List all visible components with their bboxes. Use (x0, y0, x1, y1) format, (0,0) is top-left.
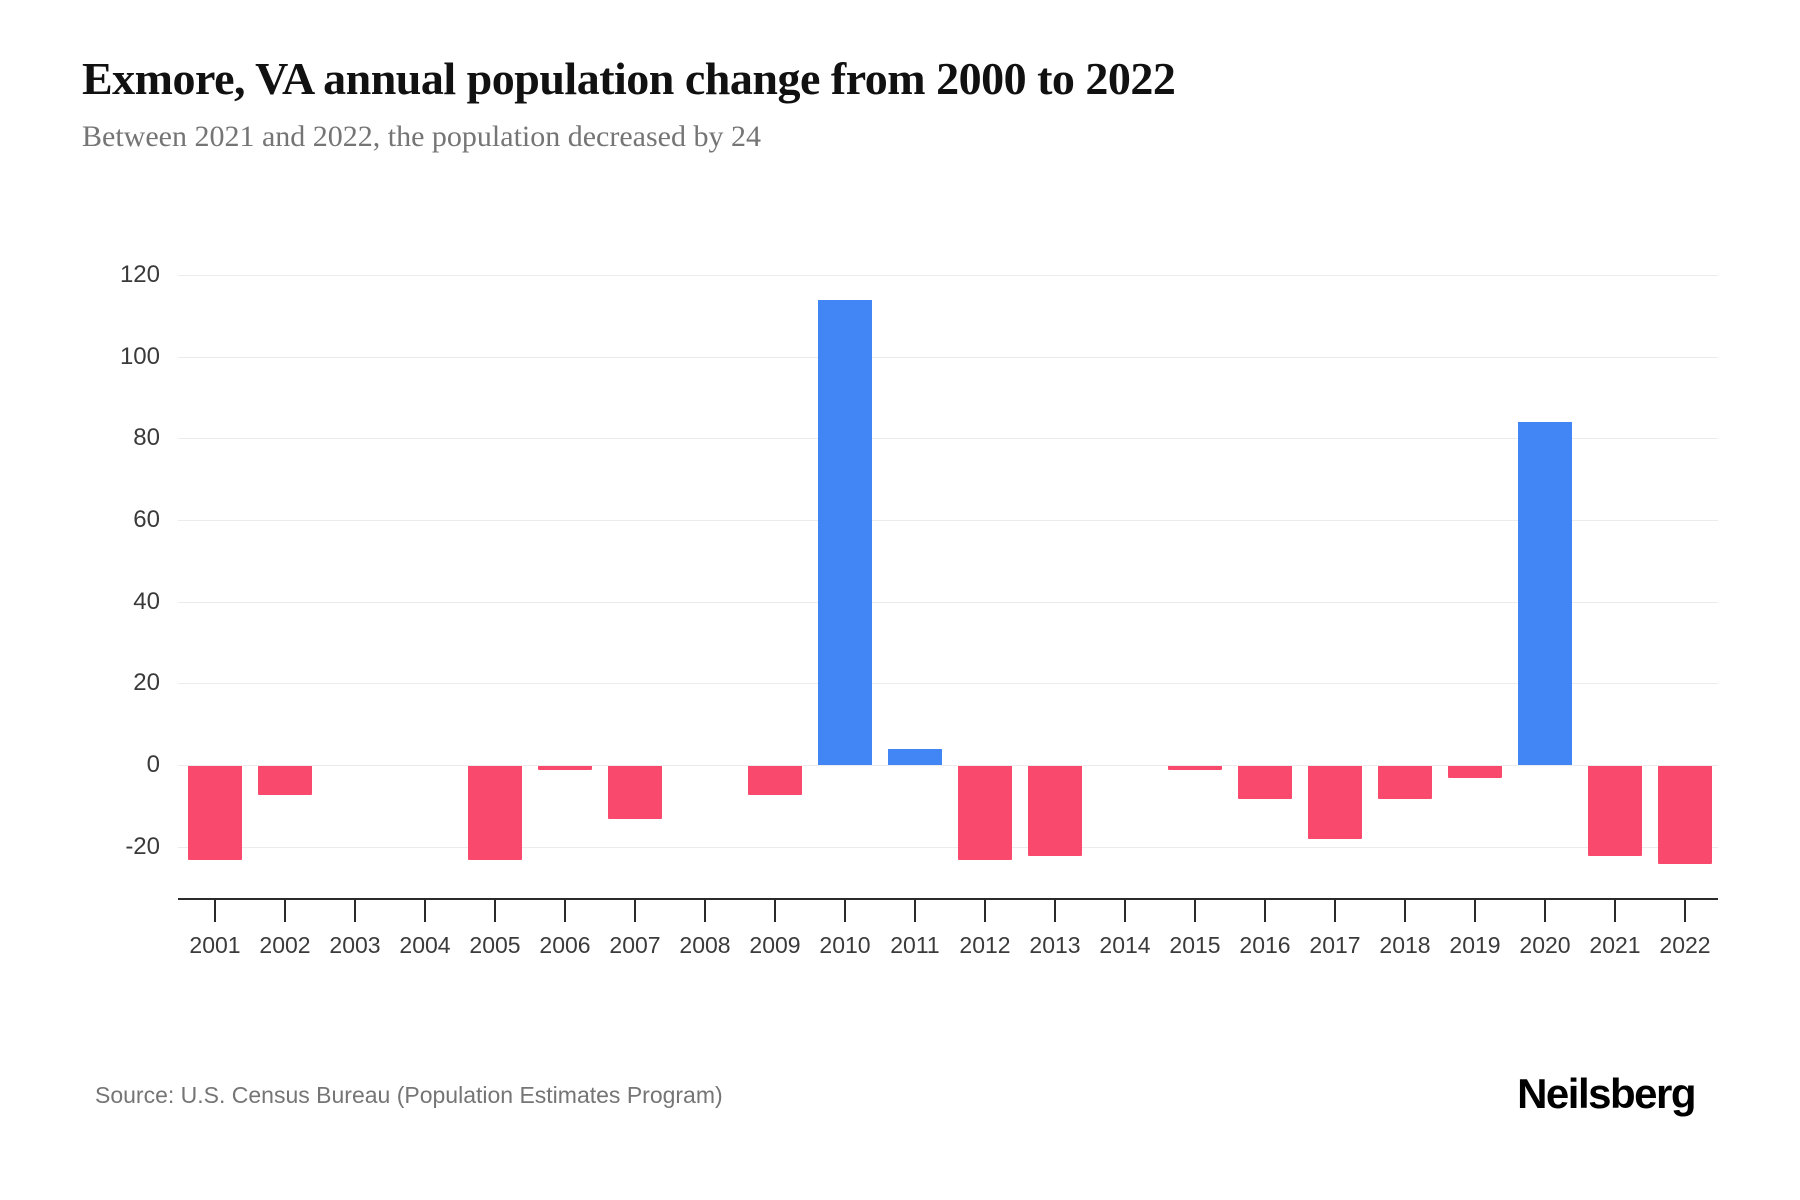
source-note: Source: U.S. Census Bureau (Population E… (95, 1082, 723, 1108)
gridline-y-80 (178, 438, 1718, 440)
x-axis-label-2004: 2004 (399, 932, 451, 958)
bar-2007 (608, 766, 662, 820)
x-tick-2017 (1334, 900, 1336, 922)
x-axis-label-2021: 2021 (1589, 932, 1641, 958)
x-axis-label-2017: 2017 (1309, 932, 1361, 958)
x-axis-label-2019: 2019 (1449, 932, 1501, 958)
bar-2015 (1168, 766, 1222, 771)
chart-title: Exmore, VA annual population change from… (82, 53, 1176, 104)
bar-2009 (748, 766, 802, 795)
x-tick-2021 (1614, 900, 1616, 922)
x-tick-2019 (1474, 900, 1476, 922)
neilsberg-logo: Neilsberg (1517, 1070, 1696, 1117)
x-tick-2011 (914, 900, 916, 922)
bar-2018 (1378, 766, 1432, 799)
y-axis-label-100: 100 (119, 342, 160, 370)
gridline-y-0 (178, 765, 1718, 766)
x-tick-2001 (214, 900, 216, 922)
bar-2020 (1518, 422, 1572, 765)
x-axis-label-2022: 2022 (1659, 932, 1711, 958)
x-tick-2022 (1684, 900, 1686, 922)
x-tick-2020 (1544, 900, 1546, 922)
x-axis-label-2002: 2002 (259, 932, 311, 958)
y-axis-label--20: -20 (125, 832, 160, 860)
x-axis-label-2020: 2020 (1519, 932, 1571, 958)
bar-2002 (258, 766, 312, 795)
gridline-y-100 (178, 356, 1718, 358)
x-tick-2006 (564, 900, 566, 922)
y-axis-label-120: 120 (119, 261, 160, 288)
y-axis-label-40: 40 (133, 587, 160, 615)
bar-2016 (1238, 766, 1292, 799)
x-axis-label-2016: 2016 (1239, 932, 1291, 958)
x-tick-2014 (1124, 900, 1126, 922)
x-axis-label-2013: 2013 (1029, 932, 1081, 958)
x-tick-2013 (1054, 900, 1056, 922)
x-axis-label-2003: 2003 (329, 932, 381, 958)
x-axis-label-2005: 2005 (469, 932, 521, 958)
plot-area: 120 100 80 60 40 20 0 -20 2001 2002 2003 2004 2005 20… (120, 240, 1718, 958)
bar-2022 (1658, 766, 1712, 864)
gridline-y-20 (178, 683, 1718, 685)
bar-2001 (188, 766, 242, 860)
chart-subtitle: Between 2021 and 2022, the population de… (82, 120, 761, 153)
x-tick-2007 (634, 900, 636, 922)
x-tick-2016 (1264, 900, 1266, 922)
x-axis-label-2006: 2006 (539, 932, 591, 958)
bar-2010 (818, 299, 872, 765)
y-axis-label-20: 20 (133, 669, 160, 697)
x-tick-2005 (494, 900, 496, 922)
x-axis-label-2009: 2009 (749, 932, 801, 958)
x-axis-label-2007: 2007 (609, 932, 661, 958)
x-tick-2012 (984, 900, 986, 922)
x-tick-2015 (1194, 900, 1196, 922)
x-axis-label-2011: 2011 (890, 932, 940, 958)
bar-2017 (1308, 766, 1362, 840)
x-axis-label-2015: 2015 (1169, 932, 1221, 958)
gridline-y-40 (178, 601, 1718, 603)
bar-2005 (468, 766, 522, 860)
x-tick-2002 (284, 900, 286, 922)
bar-2013 (1028, 766, 1082, 856)
x-axis-label-2014: 2014 (1099, 932, 1151, 958)
x-tick-2009 (774, 900, 776, 922)
bar-2019 (1448, 766, 1502, 779)
x-tick-2018 (1404, 900, 1406, 922)
x-axis-label-2012: 2012 (959, 932, 1011, 958)
y-axis-label-80: 80 (133, 424, 160, 452)
bar-2011 (888, 748, 942, 765)
gridline-y-120 (178, 275, 1718, 276)
bar-2006 (538, 766, 592, 771)
x-axis-label-2010: 2010 (819, 932, 871, 958)
bar-2012 (958, 766, 1012, 860)
gridline-y-60 (178, 520, 1718, 521)
gridline-y--20 (178, 846, 1718, 848)
x-tick-2003 (354, 900, 356, 922)
x-axis-label-2008: 2008 (679, 932, 731, 958)
y-axis-label-60: 60 (133, 506, 160, 533)
y-axis-label-0: 0 (146, 751, 160, 778)
x-axis-label-2001: 2001 (189, 932, 241, 958)
x-axis-label-2018: 2018 (1379, 932, 1431, 958)
x-tick-2004 (424, 900, 426, 922)
bar-2021 (1588, 766, 1642, 856)
x-tick-2010 (844, 900, 846, 922)
x-tick-2008 (704, 900, 706, 922)
